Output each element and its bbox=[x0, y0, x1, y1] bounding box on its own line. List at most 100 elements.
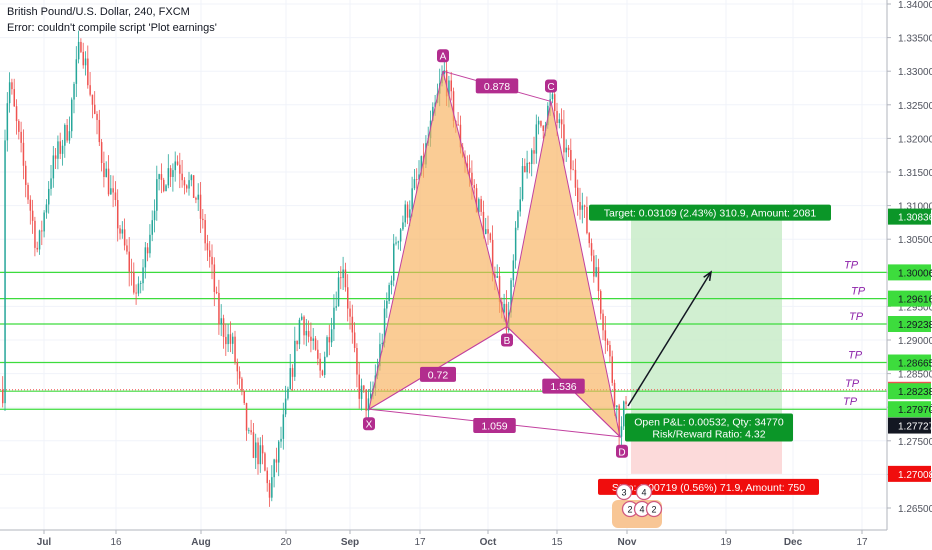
candle-body bbox=[179, 164, 181, 174]
position-labels: Target: 0.03109 (2.43%) 310.9, Amount: 2… bbox=[589, 204, 831, 495]
candle-body bbox=[73, 83, 75, 100]
candle-body bbox=[365, 389, 367, 411]
candle-body bbox=[613, 382, 616, 407]
candle-body bbox=[542, 125, 544, 131]
candle-body bbox=[485, 229, 487, 235]
candle-body bbox=[537, 120, 540, 125]
candle-body bbox=[625, 401, 627, 405]
candle-body bbox=[319, 358, 321, 371]
candle-body bbox=[264, 453, 266, 471]
candle-body bbox=[340, 277, 342, 279]
candle-body bbox=[588, 233, 590, 244]
candle-body bbox=[314, 338, 317, 350]
candle-body bbox=[232, 336, 234, 344]
candle-body bbox=[169, 168, 172, 177]
candle-body bbox=[496, 276, 498, 278]
pattern-point-badge bbox=[545, 79, 557, 93]
price-label-box bbox=[888, 290, 931, 307]
candle-body bbox=[25, 165, 27, 185]
candle-body bbox=[144, 247, 147, 268]
candle-body bbox=[418, 174, 420, 180]
price-tick-label: 1.31500 bbox=[898, 168, 932, 179]
price-label: 1.28665 bbox=[898, 359, 932, 370]
price-tick-label: 1.29500 bbox=[898, 302, 932, 313]
tp-label: TP bbox=[844, 259, 859, 271]
candle-body bbox=[540, 120, 542, 126]
candle-body bbox=[296, 340, 298, 345]
candle-body bbox=[68, 131, 71, 141]
candle-body bbox=[255, 442, 257, 458]
time-tick-label: 15 bbox=[551, 537, 563, 548]
candle-body bbox=[482, 211, 485, 235]
candle-body bbox=[140, 283, 142, 284]
candle-body bbox=[356, 348, 358, 375]
candle-body bbox=[96, 113, 98, 120]
candle-body bbox=[351, 316, 354, 333]
projection-arrowhead bbox=[703, 270, 713, 282]
candle-body bbox=[229, 334, 232, 344]
candle-body bbox=[6, 103, 9, 141]
candle-body bbox=[248, 430, 250, 432]
candle-body bbox=[521, 166, 524, 200]
price-label-box bbox=[888, 383, 931, 400]
pnl-label-text: Risk/Reward Ratio: 4.32 bbox=[652, 429, 765, 441]
event-icon bbox=[615, 483, 633, 501]
candle-body bbox=[406, 204, 409, 218]
candle-body bbox=[225, 336, 227, 345]
candle-body bbox=[445, 70, 448, 97]
candle-body bbox=[524, 166, 526, 173]
candle-body bbox=[50, 178, 52, 189]
candle-body bbox=[91, 94, 94, 105]
candle-body bbox=[36, 247, 38, 250]
candle-body bbox=[100, 142, 103, 163]
candle-body bbox=[220, 318, 222, 325]
candle-body bbox=[480, 199, 482, 212]
time-tick-label: Aug bbox=[191, 537, 210, 548]
candle-body bbox=[188, 180, 190, 189]
time-tick-label: 17 bbox=[856, 537, 868, 548]
pattern-point-label: C bbox=[547, 82, 554, 93]
candles bbox=[2, 30, 627, 507]
candle-body bbox=[94, 104, 96, 114]
candle-body bbox=[213, 264, 216, 292]
candle-body bbox=[156, 179, 158, 211]
candle-body bbox=[271, 477, 273, 498]
candle-body bbox=[349, 308, 351, 317]
candle-body bbox=[199, 194, 202, 219]
candle-body bbox=[503, 303, 505, 313]
candle-body bbox=[257, 442, 259, 465]
candle-body bbox=[250, 430, 252, 433]
candle-body bbox=[31, 210, 34, 221]
candle-body bbox=[218, 292, 220, 325]
candle-body bbox=[77, 41, 80, 60]
tp-label: TP bbox=[851, 286, 866, 298]
candle-body bbox=[13, 89, 15, 107]
candle-body bbox=[416, 179, 418, 180]
price-label: 1.30006 bbox=[898, 268, 932, 279]
candle-body bbox=[450, 80, 452, 92]
price-label-box bbox=[888, 264, 931, 281]
candle-body bbox=[8, 82, 11, 104]
candle-body bbox=[211, 256, 213, 265]
candle-body bbox=[335, 306, 337, 308]
candle-body bbox=[287, 388, 289, 399]
candle-body bbox=[119, 228, 121, 234]
candle-body bbox=[618, 405, 620, 437]
candle-body bbox=[551, 94, 554, 100]
candle-body bbox=[402, 222, 404, 230]
candle-body bbox=[475, 188, 478, 213]
candle-body bbox=[579, 202, 581, 210]
candle-body bbox=[533, 150, 535, 154]
candle-body bbox=[512, 260, 515, 281]
candle-body bbox=[554, 94, 556, 111]
candle-body bbox=[48, 188, 50, 205]
candle-body bbox=[64, 125, 66, 146]
candle-body bbox=[20, 131, 22, 143]
pattern-point-label: B bbox=[504, 336, 511, 347]
candle-body bbox=[149, 234, 151, 254]
pattern-ratio-label: 1.059 bbox=[481, 420, 507, 432]
candle-body bbox=[321, 370, 324, 375]
candle-body bbox=[236, 362, 239, 372]
event-count: 3 bbox=[621, 488, 626, 498]
